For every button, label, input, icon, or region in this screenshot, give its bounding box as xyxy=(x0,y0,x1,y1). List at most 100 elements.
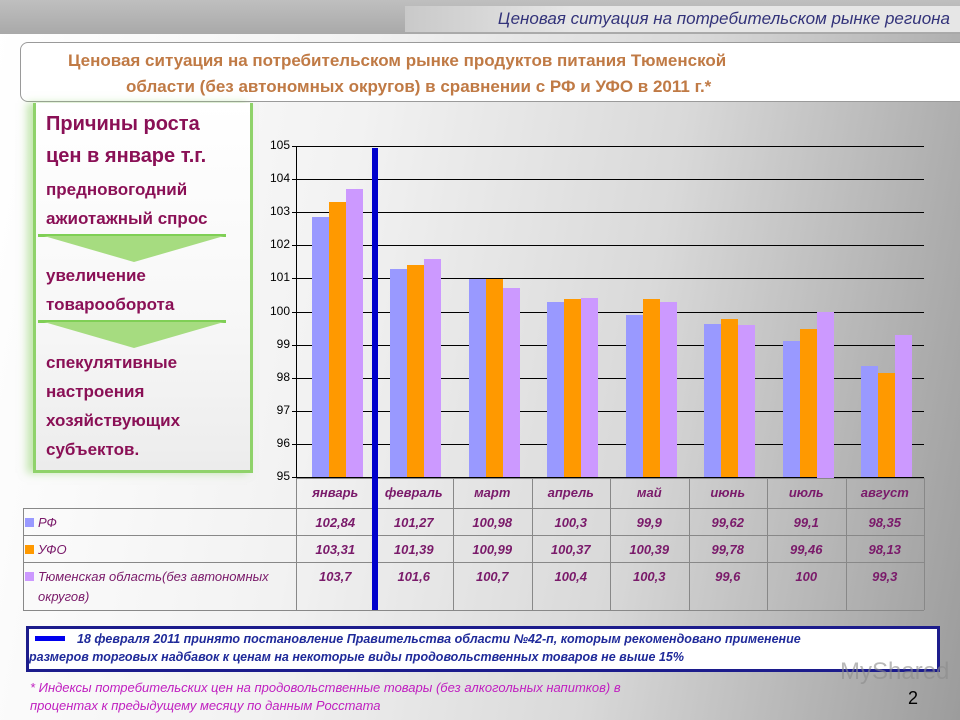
table-cell: 100,3 xyxy=(632,569,666,584)
row-label: округов) xyxy=(38,589,90,604)
watermark: MyShared xyxy=(840,658,950,685)
table-cell: 99,9 xyxy=(636,515,662,530)
table-rule xyxy=(23,535,924,536)
gridline xyxy=(292,212,924,213)
table-rule xyxy=(688,478,690,610)
bar-ufo xyxy=(721,319,739,477)
y-tick-label: 99 xyxy=(276,337,290,351)
gridline xyxy=(292,345,924,346)
y-tick-label: 103 xyxy=(269,204,290,218)
reasons-heading-1: Причины роста xyxy=(46,113,200,135)
table-cell: 102,84 xyxy=(315,515,356,530)
legend-swatch-ufo xyxy=(25,545,34,554)
note-line1: 18 февраля 2011 принято постановление Пр… xyxy=(77,632,801,646)
gridline xyxy=(292,411,924,412)
y-tick-label: 95 xyxy=(276,469,290,483)
table-rule xyxy=(610,478,611,610)
y-tick-label: 102 xyxy=(269,237,290,251)
table-rule xyxy=(23,562,924,563)
y-tick-label: 101 xyxy=(269,270,290,284)
table-cell: 99,3 xyxy=(872,569,898,584)
slide-title-line2: области (без автономных округов) в сравн… xyxy=(126,77,712,96)
footnote-line1: * Индексы потребительских цен на продово… xyxy=(30,680,621,695)
down-arrow-icon xyxy=(44,322,224,348)
row-label: РФ xyxy=(38,515,57,530)
y-tick-label: 104 xyxy=(269,171,290,185)
reason-3-line4: субъектов. xyxy=(46,440,140,459)
slide-title-box: Ценовая ситуация на потребительском рынк… xyxy=(20,42,960,102)
bar-rf xyxy=(861,366,879,477)
bar-tyumen xyxy=(424,259,442,477)
table-rule xyxy=(23,508,924,509)
table-cell: 101,39 xyxy=(393,542,434,557)
table-cell: 103,7 xyxy=(318,569,352,584)
gridline xyxy=(292,444,924,445)
reason-2-line2: товарооборота xyxy=(46,295,175,314)
table-cell: 99,62 xyxy=(711,515,745,530)
column-header: август xyxy=(860,485,909,500)
table-cell: 100,98 xyxy=(472,515,513,530)
bar-rf xyxy=(468,279,486,477)
bar-rf xyxy=(704,324,722,477)
table-cell: 101,27 xyxy=(393,515,434,530)
column-header: июль xyxy=(788,485,824,500)
bar-rf xyxy=(390,269,408,477)
column-header: март xyxy=(474,485,511,500)
gridline xyxy=(292,278,924,279)
y-tick-label: 100 xyxy=(269,304,290,318)
note-marker-icon xyxy=(35,636,65,641)
table-cell: 100 xyxy=(795,569,818,584)
gridline xyxy=(292,378,924,379)
table-cell: 100,3 xyxy=(554,515,588,530)
table-cell: 103,31 xyxy=(315,542,356,557)
bar-ufo xyxy=(878,373,896,477)
header-title-strip: Ценовая ситуация на потребительском рынк… xyxy=(405,6,960,32)
reason-1-line2: ажиотажный спрос xyxy=(46,209,208,228)
bar-rf xyxy=(625,315,643,477)
reason-3-line1: спекулятивные xyxy=(46,353,178,372)
table-cell: 99,6 xyxy=(715,569,741,584)
table-cell: 98,13 xyxy=(868,542,902,557)
row-label: Тюменская область(без автономных xyxy=(38,569,269,584)
y-axis xyxy=(296,146,297,477)
bar-ufo xyxy=(564,299,582,477)
bar-rf xyxy=(547,302,565,477)
bar-tyumen xyxy=(738,325,756,477)
table-cell: 101,6 xyxy=(397,569,431,584)
table-cell: 99,46 xyxy=(789,542,823,557)
bar-tyumen xyxy=(816,312,834,478)
bar-ufo xyxy=(328,202,346,477)
table-rule xyxy=(453,478,454,610)
bar-ufo xyxy=(799,329,817,477)
table-rule xyxy=(767,478,768,610)
y-tick-label: 97 xyxy=(276,403,290,417)
table-cell: 100,99 xyxy=(472,542,513,557)
column-header: февраль xyxy=(384,485,443,500)
table-cell: 100,39 xyxy=(629,542,670,557)
reason-3-line3: хозяйствующих xyxy=(46,411,181,430)
table-rule xyxy=(23,508,24,610)
table-cell: 100,37 xyxy=(550,542,591,557)
gridline xyxy=(292,146,924,147)
reasons-panel: Причины роста цен в январе т.г. предново… xyxy=(33,103,253,473)
table-cell: 100,4 xyxy=(554,569,588,584)
table-cell: 99,1 xyxy=(793,515,819,530)
slide-title-line1: Ценовая ситуация на потребительском рынк… xyxy=(68,51,727,70)
bar-ufo xyxy=(485,279,503,477)
footnote-line2: процентах к предыдущему месяцу по данным… xyxy=(30,698,381,713)
gridline xyxy=(292,312,924,313)
divider xyxy=(38,234,226,237)
y-tick-label: 105 xyxy=(269,138,290,152)
header-bar: Ценовая ситуация на потребительском рынк… xyxy=(0,0,960,34)
table-rule xyxy=(845,478,847,610)
legend-swatch-tyumen xyxy=(25,572,34,581)
event-marker-line xyxy=(372,148,378,610)
table-rule xyxy=(296,478,297,610)
reason-3-line2: настроения xyxy=(46,382,145,401)
gridline xyxy=(292,477,924,478)
reasons-heading-2: цен в январе т.г. xyxy=(46,145,207,167)
column-header: апрель xyxy=(547,485,594,500)
down-arrow-icon xyxy=(44,236,224,262)
page-number: 2 xyxy=(908,688,919,708)
table-rule xyxy=(23,610,924,611)
